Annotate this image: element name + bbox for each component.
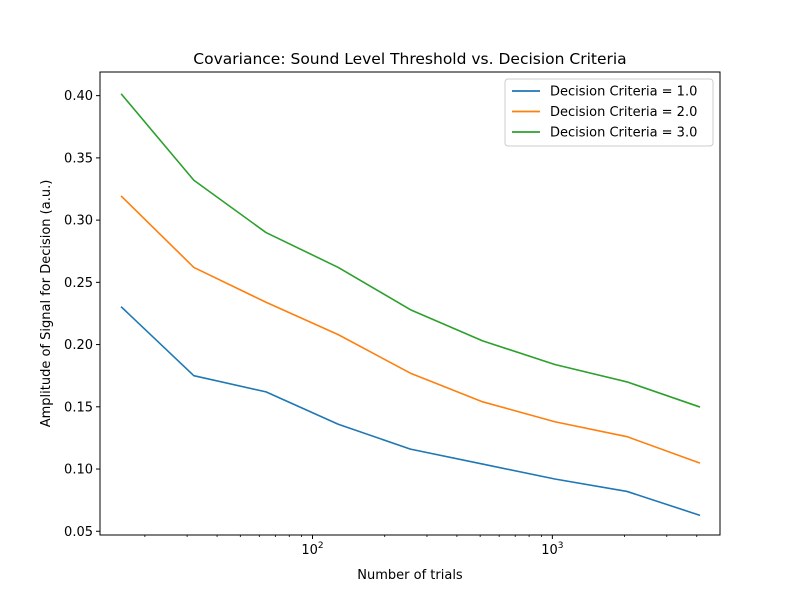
- x-axis-label: Number of trials: [357, 568, 463, 583]
- series-line-1: [120, 306, 701, 517]
- y-axis-label: Amplitude of Signal for Decision (a.u.): [39, 180, 54, 428]
- y-tick-label: 0.40: [64, 89, 93, 104]
- series-line-3: [120, 93, 701, 408]
- y-tick-label: 0.25: [64, 276, 93, 291]
- y-tick-label: 0.35: [64, 151, 93, 166]
- legend: Decision Criteria = 1.0 Decision Criteria…: [504, 78, 714, 147]
- y-tick-label: 0.05: [64, 525, 93, 540]
- axes-frame: [99, 71, 721, 536]
- y-tick-label: 0.20: [64, 338, 93, 353]
- legend-label: Decision Criteria = 1.0: [550, 85, 697, 100]
- y-tick-label: 0.10: [64, 463, 93, 478]
- series-line-2: [120, 195, 701, 464]
- legend-box: [504, 78, 714, 147]
- legend-label: Decision Criteria = 2.0: [550, 105, 697, 120]
- y-axis-ticks: 0.05 0.10 0.15 0.20 0.25 0.30 0.35 0.40: [64, 89, 100, 540]
- y-tick-label: 0.30: [64, 214, 93, 229]
- legend-label: Decision Criteria = 3.0: [550, 126, 697, 141]
- chart-title: Covariance: Sound Level Threshold vs. De…: [193, 50, 626, 68]
- series-group: [120, 93, 701, 517]
- y-tick-label: 0.15: [64, 400, 93, 415]
